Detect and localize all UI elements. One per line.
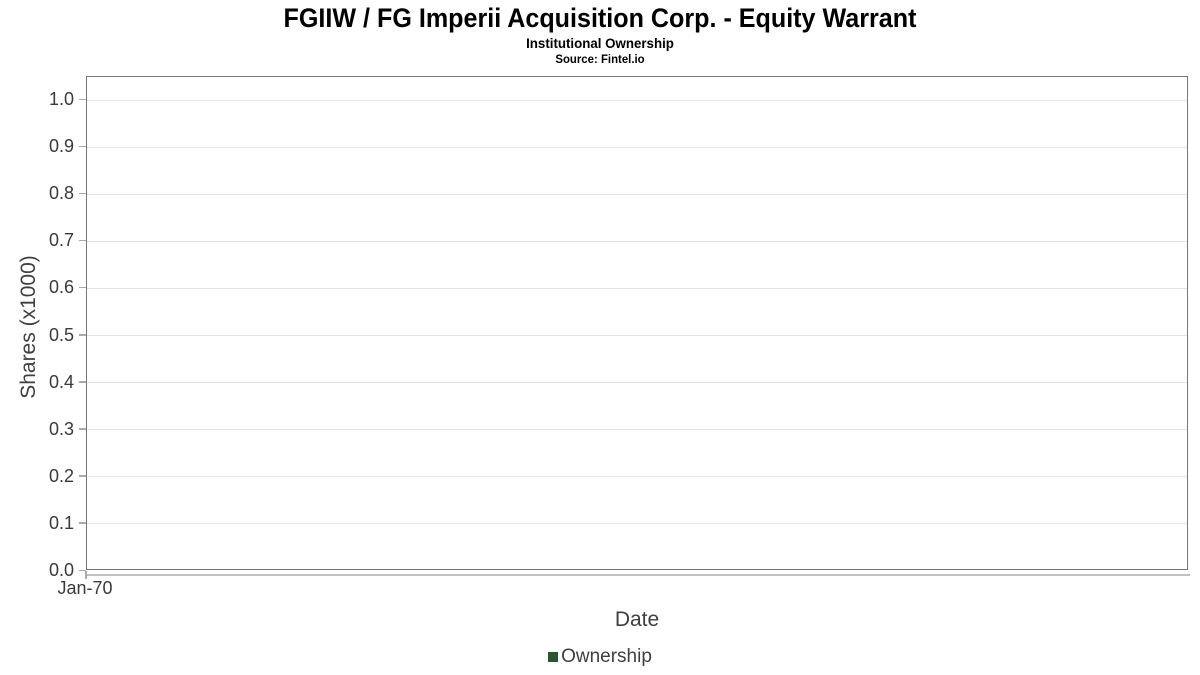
y-tick-mark-0.9 [79, 145, 86, 148]
y-tick-label-0.1: 0.1 [48, 512, 74, 533]
y-tick-label-0.9: 0.9 [48, 136, 74, 157]
chart-title: FGIIW / FG Imperii Acquisition Corp. - E… [283, 3, 917, 33]
y-tick-label-0.5: 0.5 [48, 324, 74, 345]
gridline-y-0.6 [87, 287, 1187, 289]
gridline-y-0.2 [87, 476, 1187, 478]
gridline-y-0.7 [87, 240, 1187, 242]
y-tick-label-0.7: 0.7 [48, 230, 74, 251]
gridline-y-0.5 [87, 335, 1187, 336]
legend-swatch-ownership[interactable] [548, 652, 559, 662]
y-tick-mark-0.0 [79, 569, 86, 571]
y-tick-label-0.4: 0.4 [48, 371, 74, 392]
y-tick-label-0.3: 0.3 [48, 418, 74, 439]
gridline-y-0.4 [87, 382, 1187, 384]
legend-label-ownership[interactable]: Ownership [561, 646, 652, 667]
y-tick-mark-1.0 [79, 98, 86, 100]
y-tick-label-0.2: 0.2 [48, 465, 74, 486]
y-tick-mark-0.4 [79, 381, 86, 383]
y-tick-mark-0.1 [79, 522, 86, 524]
chart-subtitle: Institutional Ownership [526, 35, 674, 51]
gridline-y-0.3 [87, 429, 1187, 431]
y-tick-mark-0.5 [79, 334, 86, 336]
legend: Ownership [0, 646, 1200, 668]
x-tick-label: Jan-70 [57, 578, 113, 598]
gridline-y-0.1 [87, 523, 1187, 525]
y-tick-mark-0.7 [79, 239, 86, 242]
gridline-y-0.8 [87, 193, 1187, 195]
y-tick-label-1.0: 1.0 [48, 89, 74, 109]
x-axis-label: Date [614, 608, 660, 631]
plot-area [86, 76, 1188, 570]
gridline-y-0.9 [87, 146, 1187, 148]
x-axis-line [86, 574, 1190, 576]
y-tick-mark-0.3 [79, 428, 86, 430]
y-tick-mark-0.2 [79, 475, 86, 477]
y-tick-mark-0.6 [79, 286, 86, 289]
y-tick-label-0.6: 0.6 [48, 277, 74, 298]
gridline-y-1.0 [87, 99, 1187, 101]
x-tick-mark [85, 571, 87, 579]
y-tick-label-0.0: 0.0 [48, 560, 74, 580]
y-tick-mark-0.8 [79, 192, 86, 195]
chart-source: Source: Fintel.io [555, 52, 645, 66]
y-tick-label-0.8: 0.8 [48, 183, 74, 204]
